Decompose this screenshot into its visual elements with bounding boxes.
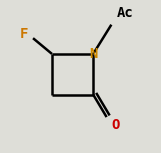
Text: O: O [111, 118, 119, 132]
Text: N: N [89, 47, 97, 61]
Text: F: F [19, 27, 28, 41]
Text: Ac: Ac [116, 6, 133, 20]
